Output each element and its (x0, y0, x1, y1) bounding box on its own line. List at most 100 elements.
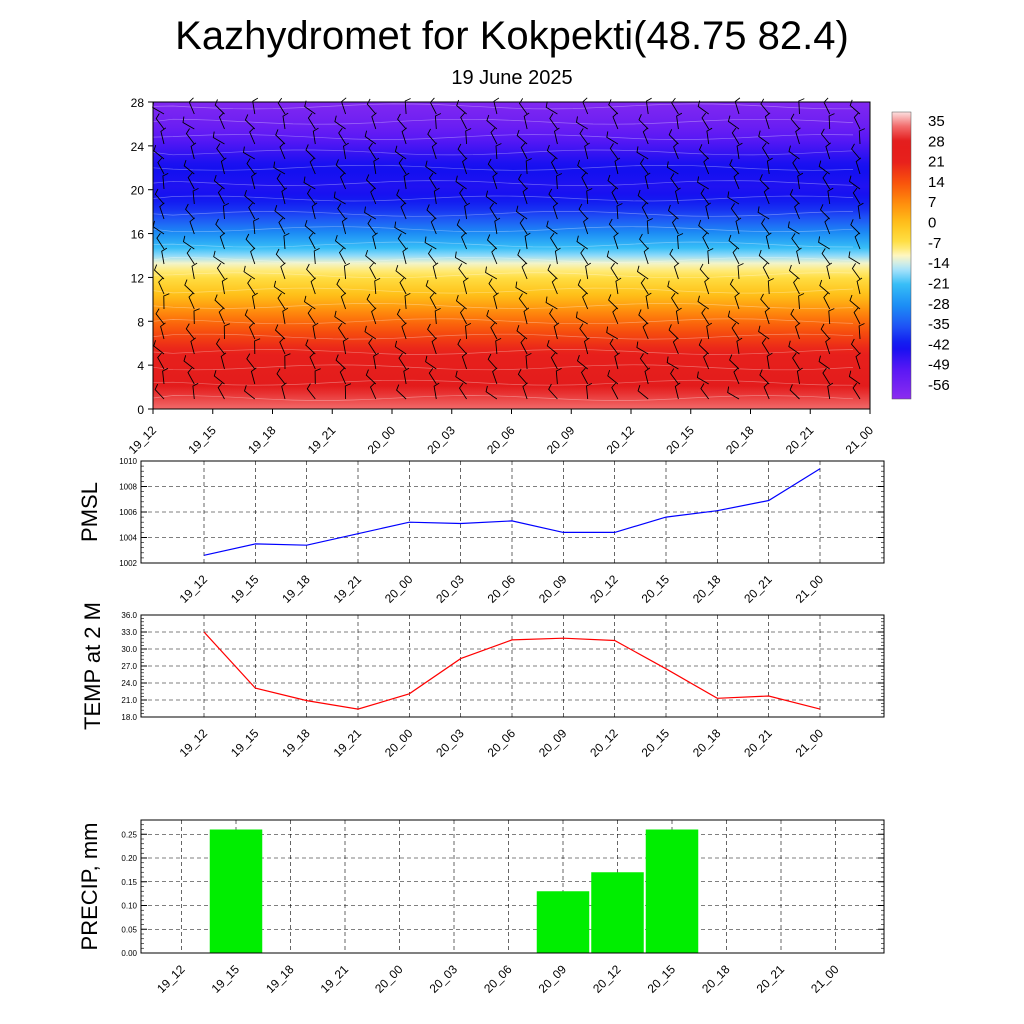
x-tick-label: 19_18 (279, 726, 313, 760)
wind-barb (734, 292, 740, 310)
wind-barb (550, 157, 558, 175)
chart-subtitle: 19 June 2025 (451, 67, 573, 89)
wind-barb (727, 310, 740, 325)
wind-barb (727, 386, 740, 400)
wind-barb (487, 158, 498, 175)
x-tick-label: 19_21 (305, 423, 339, 457)
precip-panel: 0.00 0.05 0.10 0.15 0.20 0.25 19_12 19_15 19_18 1… (77, 819, 885, 996)
x-tick-label: 20_21 (783, 423, 817, 457)
wind-barb (220, 157, 227, 175)
wind-barb (486, 114, 498, 130)
wind-barb (306, 383, 316, 400)
x-tick-label: 20_09 (536, 962, 570, 996)
wind-barb (397, 233, 407, 250)
y-tick-label: 30.0 (121, 645, 137, 654)
wind-barb (608, 218, 619, 235)
wind-barb (758, 325, 770, 340)
wind-barb (335, 354, 346, 370)
isotherm (152, 272, 854, 279)
wind-barb (253, 217, 260, 235)
isotherm (152, 226, 854, 233)
wind-barb (576, 354, 588, 370)
wind-barb (191, 262, 198, 280)
wind-barb (276, 173, 286, 190)
wind-barb (706, 127, 713, 145)
colorbar-label: 35 (928, 113, 945, 130)
wind-barb (671, 97, 679, 115)
wind-barb (401, 322, 407, 340)
wind-barb (222, 202, 229, 220)
wind-barb (248, 202, 256, 220)
wind-barb (518, 173, 528, 190)
wind-barb (549, 308, 558, 325)
wind-barb (427, 323, 437, 340)
x-tick-label: 20_00 (382, 572, 416, 606)
wind-barb (398, 157, 407, 175)
wind-barb (461, 352, 468, 370)
wind-barb (344, 383, 352, 400)
wind-barb (395, 264, 407, 280)
wind-barb (666, 356, 679, 370)
wind-barb (217, 382, 225, 400)
x-tick-label: 19_18 (279, 572, 313, 606)
wind-barb (798, 293, 805, 310)
x-tick-label: 20_00 (365, 423, 399, 457)
y-tick-label: 28 (131, 96, 145, 110)
wind-barb (425, 279, 437, 295)
y-tick-label: 20 (131, 184, 145, 198)
wind-barb (546, 220, 558, 235)
wind-barb (697, 100, 709, 115)
wind-barb (431, 337, 437, 355)
wind-barb (343, 142, 349, 160)
wind-barb (337, 203, 346, 220)
wind-barb (585, 262, 592, 280)
wind-barb (761, 337, 770, 355)
wind-barb (517, 368, 528, 385)
wind-barb (456, 219, 467, 235)
wind-barb (790, 308, 800, 325)
wind-barb (429, 292, 437, 310)
wind-barb (213, 250, 225, 265)
isotherm (152, 241, 854, 248)
x-tick-label: 20_06 (485, 726, 519, 760)
wind-barb (702, 232, 710, 250)
wind-barb (397, 113, 407, 130)
wind-barb (646, 218, 653, 235)
wind-barb (159, 202, 165, 220)
wind-barb (520, 142, 528, 160)
wind-barb (552, 202, 559, 220)
wind-barb (850, 219, 861, 235)
x-tick-label: 20_09 (536, 572, 570, 606)
x-tick-label: 20_15 (639, 726, 673, 760)
wind-barb (282, 112, 289, 130)
precip-bar (209, 829, 263, 953)
wind-barb (493, 97, 500, 115)
wind-barb (339, 367, 347, 385)
wind-barb (760, 98, 770, 115)
y-tick-label: 27.0 (121, 662, 137, 671)
wind-barb (428, 172, 437, 190)
wind-barb (818, 236, 830, 250)
wind-barb (762, 262, 770, 280)
wind-barb (546, 144, 558, 160)
wind-barb (727, 191, 740, 205)
wind-barb (154, 383, 165, 400)
wind-barb (243, 146, 256, 160)
wind-barb (701, 112, 710, 130)
wind-barb (428, 367, 437, 385)
wind-barb (523, 307, 530, 325)
wind-barb (160, 322, 166, 340)
wind-barb (426, 204, 437, 220)
wind-barb (854, 232, 861, 250)
wind-barb (737, 263, 744, 280)
wind-barb (586, 382, 593, 400)
wind-barb (367, 218, 377, 235)
wind-barb (403, 367, 410, 385)
wind-barb (158, 277, 165, 295)
wind-barb (637, 189, 649, 205)
wind-barb (212, 131, 225, 145)
wind-barb (396, 308, 407, 325)
wind-barb (369, 262, 377, 280)
wind-barb (549, 232, 558, 250)
wind-barb (155, 113, 165, 130)
